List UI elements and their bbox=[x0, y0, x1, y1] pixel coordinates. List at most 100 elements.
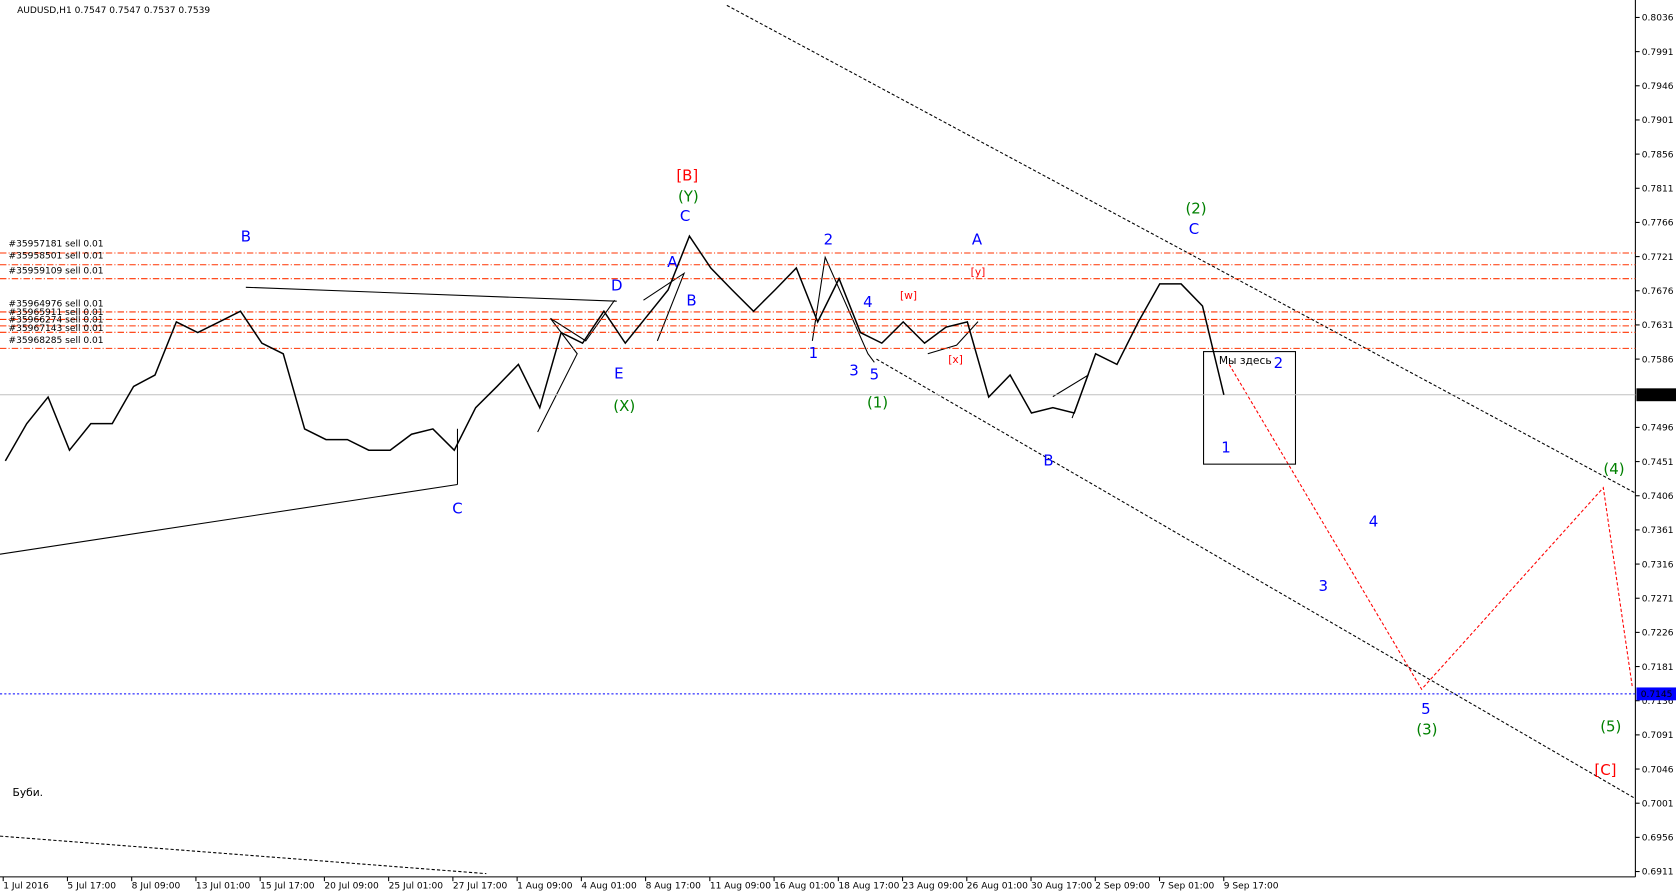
wave-label: (Y) bbox=[678, 188, 699, 206]
trend-line bbox=[0, 483, 458, 555]
y-tick-label: 0.7406 bbox=[1642, 492, 1674, 502]
chart-title: AUDUSD,H1 0.7547 0.7547 0.7537 0.7539 bbox=[17, 6, 210, 16]
wave-label: E bbox=[614, 365, 623, 383]
x-tick-label: 25 Jul 01:00 bbox=[389, 882, 444, 892]
y-tick-label: 0.7991 bbox=[1642, 48, 1674, 58]
x-tick-label: 8 Jul 09:00 bbox=[132, 882, 181, 892]
order-label: #35966274 sell 0.01 bbox=[9, 316, 104, 326]
order-label: #35959109 sell 0.01 bbox=[9, 266, 104, 276]
wave-label: [w] bbox=[900, 289, 917, 302]
x-tick-label: 30 Aug 17:00 bbox=[1031, 882, 1092, 892]
wave-label: [y] bbox=[971, 265, 986, 278]
wave-label: A bbox=[667, 253, 678, 271]
trend-line bbox=[0, 835, 487, 875]
y-tick-label: 0.7001 bbox=[1642, 799, 1674, 809]
price-line bbox=[4, 234, 1225, 462]
wave-label: C bbox=[680, 207, 690, 225]
trend-line bbox=[811, 255, 875, 363]
wave-label: [B] bbox=[676, 166, 698, 184]
x-tick-label: 11 Aug 09:00 bbox=[710, 882, 771, 892]
y-tick-label: 0.7181 bbox=[1642, 663, 1674, 673]
x-tick-label: 2 Sep 09:00 bbox=[1095, 882, 1150, 892]
wave-label: 3 bbox=[849, 361, 859, 379]
wave-label: (1) bbox=[867, 394, 888, 412]
x-tick-label: 15 Jul 17:00 bbox=[260, 882, 315, 892]
projection-line bbox=[1228, 364, 1633, 691]
trend-line bbox=[876, 358, 1636, 800]
y-tick-label: 0.7316 bbox=[1642, 560, 1674, 570]
y-tick-label: 0.7091 bbox=[1642, 731, 1674, 741]
x-tick-label: 18 Aug 17:00 bbox=[838, 882, 899, 892]
trend-line bbox=[927, 321, 979, 355]
wave-label: [x] bbox=[948, 353, 963, 366]
x-tick-label: 7 Sep 01:00 bbox=[1160, 882, 1215, 892]
wave-label: (2) bbox=[1185, 200, 1206, 218]
wave-label: 2 bbox=[824, 231, 834, 249]
y-tick-label: 0.6911 bbox=[1642, 868, 1674, 878]
level-label: 0.7145 bbox=[1641, 690, 1673, 700]
wave-label: 4 bbox=[1369, 513, 1379, 531]
y-tick-label: 0.6956 bbox=[1642, 834, 1674, 844]
y-tick-label: 0.7631 bbox=[1642, 321, 1674, 331]
wave-label: 5 bbox=[1421, 700, 1431, 718]
wave-label: (4) bbox=[1603, 460, 1624, 478]
wave-label: C bbox=[452, 500, 462, 518]
wave-label: 5 bbox=[870, 366, 880, 384]
x-tick-label: 1 Jul 2016 bbox=[3, 882, 49, 892]
x-tick-label: 8 Aug 17:00 bbox=[646, 882, 702, 892]
y-tick-label: 0.8036 bbox=[1642, 14, 1674, 24]
wave-label: Буби. bbox=[13, 786, 44, 799]
y-tick-label: 0.7586 bbox=[1642, 355, 1674, 365]
wave-label: (3) bbox=[1416, 720, 1437, 738]
x-tick-label: 1 Aug 09:00 bbox=[517, 882, 573, 892]
y-tick-label: 0.7451 bbox=[1642, 458, 1674, 468]
wave-label: C bbox=[1189, 220, 1199, 238]
x-tick-label: 16 Aug 01:00 bbox=[774, 882, 835, 892]
y-tick-label: 0.7811 bbox=[1642, 184, 1674, 194]
trend-line bbox=[726, 4, 1636, 494]
wave-label: [C] bbox=[1594, 761, 1616, 779]
wave-label: B bbox=[1043, 451, 1053, 469]
y-tick-label: 0.7901 bbox=[1642, 116, 1674, 126]
trend-line bbox=[643, 271, 686, 342]
x-tick-label: 20 Jul 09:00 bbox=[324, 882, 379, 892]
order-label: #35964976 sell 0.01 bbox=[9, 300, 104, 310]
y-tick-label: 0.7721 bbox=[1642, 253, 1674, 263]
y-tick-label: 0.7766 bbox=[1642, 219, 1674, 229]
highlight-box bbox=[1203, 351, 1297, 465]
y-tick-label: 0.7496 bbox=[1642, 424, 1674, 434]
wave-label: A bbox=[972, 231, 983, 249]
current-price-label: 0.7539 bbox=[1641, 391, 1673, 401]
y-tick-label: 0.7046 bbox=[1642, 765, 1674, 775]
wave-label: B bbox=[241, 227, 251, 245]
wave-label: (5) bbox=[1600, 717, 1621, 735]
current-price-box bbox=[1636, 388, 1676, 402]
order-label: #35965911 sell 0.01 bbox=[9, 308, 104, 318]
order-label: #35968285 sell 0.01 bbox=[9, 336, 104, 346]
y-tick-label: 0.7136 bbox=[1642, 697, 1674, 707]
order-label: #35967143 sell 0.01 bbox=[9, 324, 104, 334]
wave-label: 4 bbox=[863, 293, 873, 311]
y-tick-label: 0.7676 bbox=[1642, 287, 1674, 297]
y-tick-label: 0.7271 bbox=[1642, 594, 1674, 604]
x-tick-label: 4 Aug 01:00 bbox=[581, 882, 637, 892]
wave-label: 2 bbox=[1274, 354, 1284, 372]
wave-label: B bbox=[686, 292, 696, 310]
wave-label: (X) bbox=[613, 397, 635, 415]
wave-label: 1 bbox=[1221, 439, 1231, 457]
wave-label: Мы здесь bbox=[1219, 354, 1272, 367]
x-tick-label: 13 Jul 01:00 bbox=[196, 882, 251, 892]
x-tick-label: 9 Sep 17:00 bbox=[1224, 882, 1279, 892]
wave-label: 3 bbox=[1319, 577, 1329, 595]
wave-label: D bbox=[611, 277, 623, 295]
x-tick-label: 5 Jul 17:00 bbox=[67, 882, 116, 892]
x-tick-label: 26 Aug 01:00 bbox=[967, 882, 1028, 892]
trend-line bbox=[245, 286, 617, 302]
level-box bbox=[1636, 687, 1676, 701]
trend-line bbox=[537, 299, 616, 433]
wave-label: 1 bbox=[809, 344, 819, 362]
y-tick-label: 0.7946 bbox=[1642, 82, 1674, 92]
